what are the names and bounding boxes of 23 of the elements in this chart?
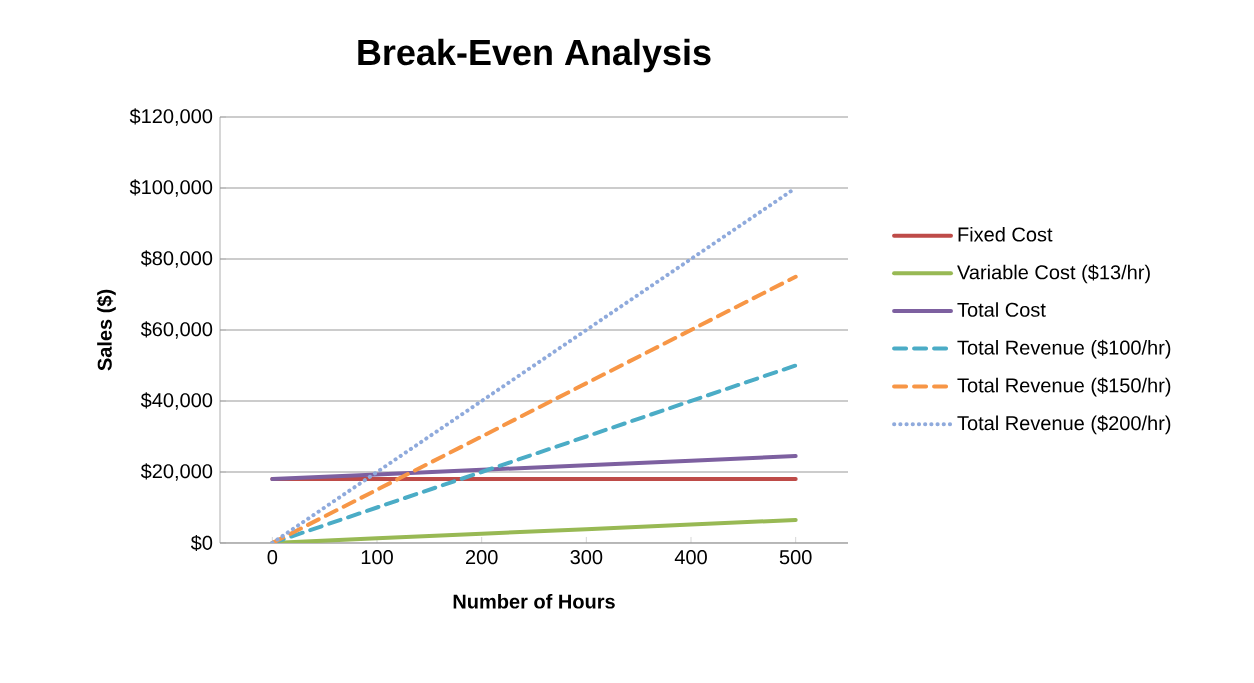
x-tick-label: 500 [779, 550, 812, 565]
y-axis-title: Sales ($) [96, 289, 116, 371]
chart-title: Break-Even Analysis [358, 38, 711, 73]
line-series [270, 454, 798, 482]
x-tick-label: 200 [465, 550, 498, 565]
legend-label: Total Revenue ($100/hr) [957, 339, 1171, 359]
x-tick-label: 100 [361, 550, 393, 565]
x-axis-title: Number of Hours [453, 593, 615, 609]
y-tick-label: $20,000 [140, 463, 213, 481]
x-tick-label: 400 [674, 550, 707, 565]
x-tick-label: 300 [570, 550, 603, 565]
legend-label: Total Revenue ($200/hr) [957, 415, 1171, 435]
y-tick-label: $40,000 [140, 392, 213, 410]
y-tick-label: $80,000 [140, 250, 213, 268]
y-tick-label: $60,000 [140, 321, 213, 339]
y-tick-label: $120,000 [129, 108, 213, 126]
legend-label: Total Revenue ($150/hr) [957, 377, 1171, 397]
legend-label: Variable Cost ($13/hr) [957, 264, 1150, 284]
y-tick-label: $0 [190, 534, 213, 552]
y-tick-label: $100,000 [129, 179, 213, 197]
x-tick-label: 0 [267, 550, 278, 565]
legend-label: Total Cost [957, 302, 1046, 317]
legend-label: Fixed Cost [958, 226, 1053, 242]
